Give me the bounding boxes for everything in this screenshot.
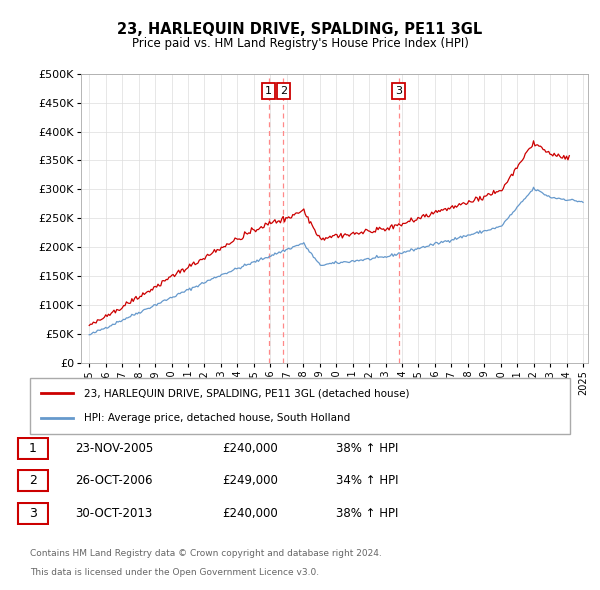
FancyBboxPatch shape (18, 438, 47, 459)
Text: 30-OCT-2013: 30-OCT-2013 (75, 507, 152, 520)
Text: HPI: Average price, detached house, South Holland: HPI: Average price, detached house, Sout… (84, 413, 350, 423)
Text: 34% ↑ HPI: 34% ↑ HPI (336, 474, 398, 487)
FancyBboxPatch shape (18, 470, 47, 491)
Text: 1: 1 (265, 86, 272, 96)
Text: 23, HARLEQUIN DRIVE, SPALDING, PE11 3GL: 23, HARLEQUIN DRIVE, SPALDING, PE11 3GL (118, 22, 482, 37)
Text: Contains HM Land Registry data © Crown copyright and database right 2024.: Contains HM Land Registry data © Crown c… (30, 549, 382, 558)
FancyBboxPatch shape (30, 378, 570, 434)
Text: 23-NOV-2005: 23-NOV-2005 (75, 442, 153, 455)
Text: 1: 1 (29, 442, 37, 455)
Text: 38% ↑ HPI: 38% ↑ HPI (336, 442, 398, 455)
Text: £249,000: £249,000 (222, 474, 278, 487)
Text: 2: 2 (29, 474, 37, 487)
Text: 38% ↑ HPI: 38% ↑ HPI (336, 507, 398, 520)
Text: £240,000: £240,000 (222, 507, 278, 520)
Text: This data is licensed under the Open Government Licence v3.0.: This data is licensed under the Open Gov… (30, 568, 319, 577)
Text: Price paid vs. HM Land Registry's House Price Index (HPI): Price paid vs. HM Land Registry's House … (131, 37, 469, 50)
Text: 2: 2 (280, 86, 287, 96)
Text: 3: 3 (395, 86, 402, 96)
FancyBboxPatch shape (18, 503, 47, 524)
Text: 23, HARLEQUIN DRIVE, SPALDING, PE11 3GL (detached house): 23, HARLEQUIN DRIVE, SPALDING, PE11 3GL … (84, 388, 409, 398)
Text: 26-OCT-2006: 26-OCT-2006 (75, 474, 152, 487)
Text: 3: 3 (29, 507, 37, 520)
Text: £240,000: £240,000 (222, 442, 278, 455)
